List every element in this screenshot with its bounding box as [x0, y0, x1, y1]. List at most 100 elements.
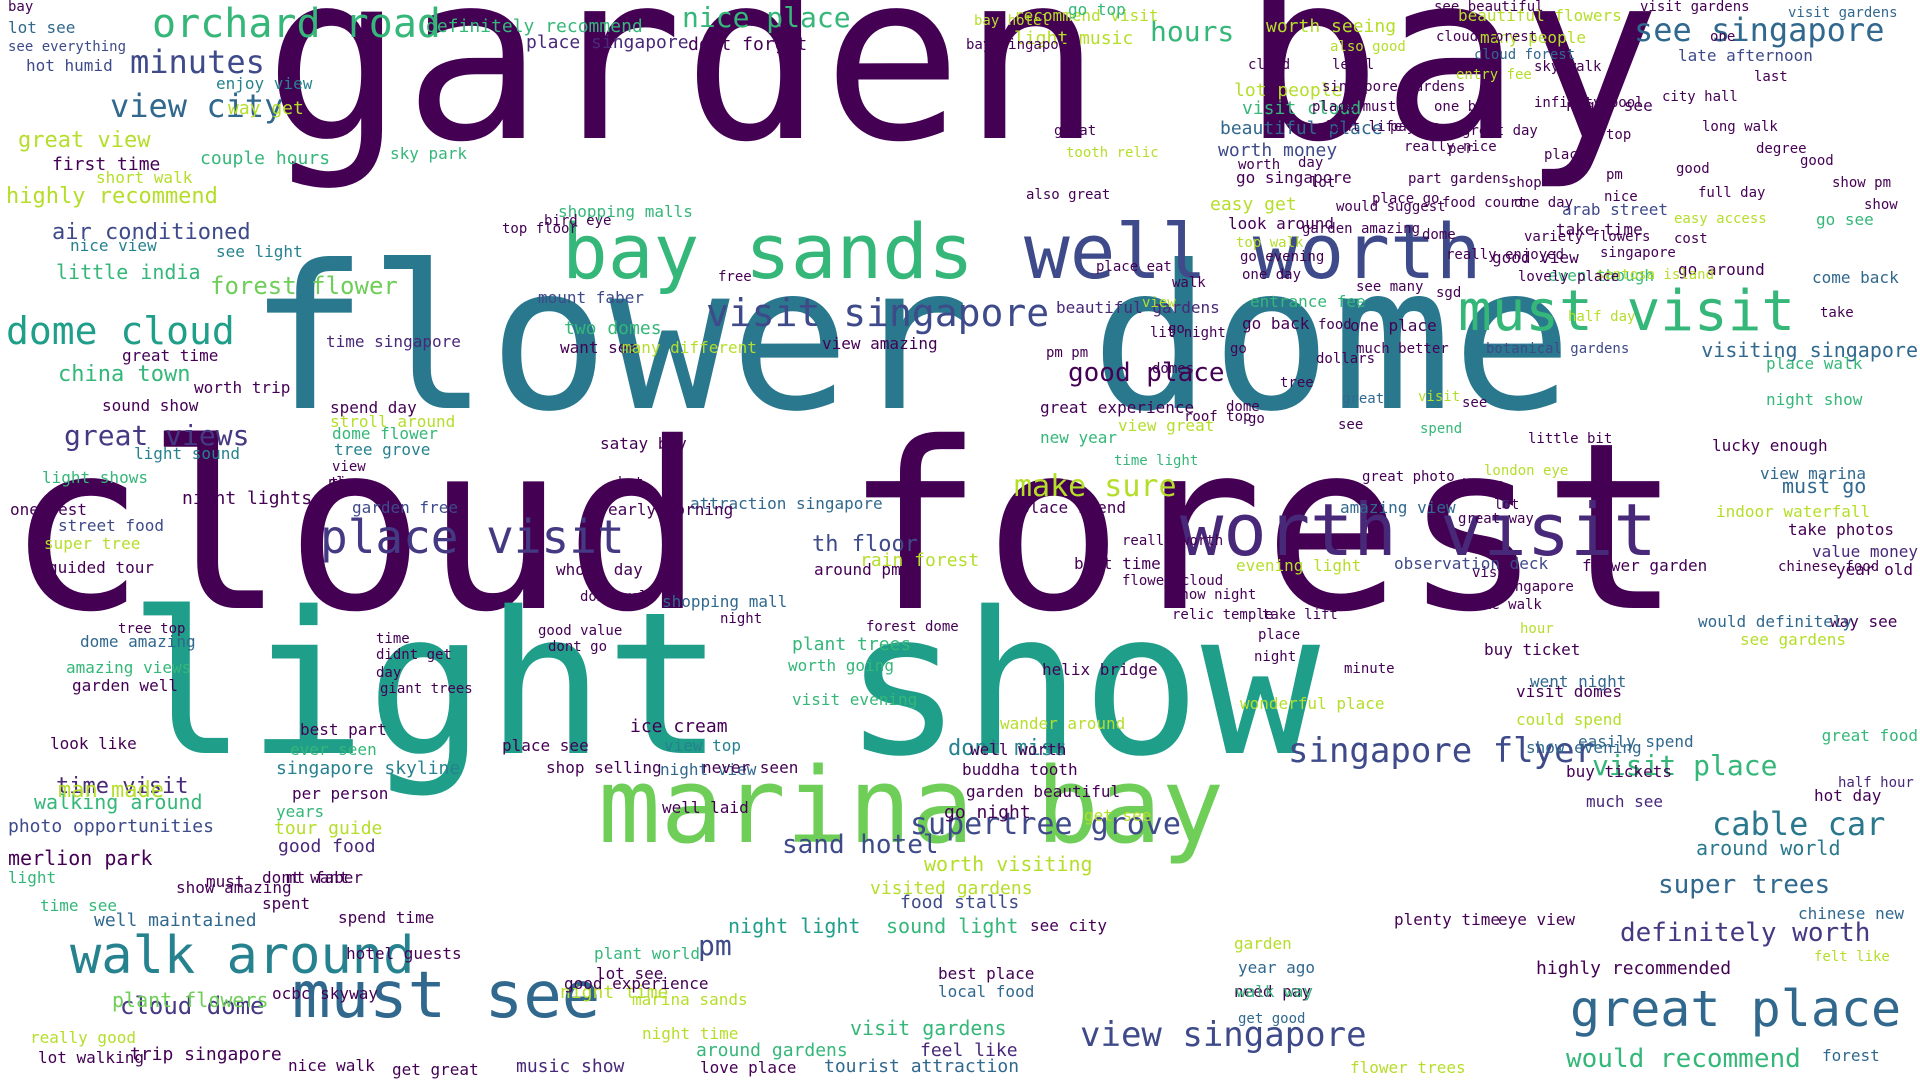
cloud-word: good food [278, 836, 376, 857]
cloud-word: hotel guests [346, 944, 462, 963]
cloud-word: well laid [662, 798, 749, 817]
cloud-word: hours [1462, 477, 1505, 493]
cloud-word: worth trip [194, 378, 291, 397]
cloud-word: sand hotel [782, 830, 939, 860]
cloud-word: spend [1420, 421, 1463, 437]
cloud-word: cloud dome [120, 992, 265, 1020]
cloud-word: see everything [8, 39, 127, 55]
cloud-word: lot walking [38, 1048, 144, 1067]
cloud-word: place see [502, 736, 589, 755]
cloud-word: also good [1330, 39, 1406, 55]
cloud-word: see singapore [1634, 11, 1885, 49]
cloud-word: night see [1566, 96, 1653, 115]
cloud-word: dont go [548, 639, 608, 655]
cloud-word: pm [698, 929, 732, 962]
cloud-word: time see [40, 896, 118, 915]
cloud-word: london eye [1484, 463, 1569, 479]
cloud-word: way get [228, 98, 304, 119]
cloud-word: beautiful place [1220, 118, 1383, 139]
cloud-word: around gardens [696, 1040, 848, 1061]
cloud-word: dome flower [332, 424, 438, 443]
cloud-word: nice walk [288, 1056, 375, 1075]
cloud-word: see light [216, 242, 303, 261]
cloud-word: visit gardens [1788, 5, 1898, 21]
cloud-word: nice [1604, 189, 1638, 205]
cloud-word: night [720, 611, 763, 627]
cloud-word: roof top [1184, 409, 1252, 425]
cloud-word: minute [1344, 661, 1395, 677]
cloud-word: highly recommend [6, 184, 218, 209]
cloud-word: one best [10, 500, 88, 519]
cloud-word: variety flowers [1524, 229, 1651, 245]
cloud-word: go night [944, 802, 1031, 823]
cloud-word: ocbc skyway [272, 984, 378, 1003]
cloud-word: even though [1548, 266, 1654, 285]
cloud-word: cloud forest [1436, 29, 1538, 45]
cloud-word: hot day [1814, 786, 1882, 805]
cloud-word: view singapore [1080, 1015, 1367, 1055]
cloud-word: good value [538, 623, 623, 639]
cloud-word: couple hours [200, 148, 331, 169]
cloud-word: show pm [1832, 175, 1892, 191]
cloud-word: night light [728, 914, 861, 938]
cloud-word: worth money [1218, 140, 1338, 161]
cloud-word: well worth [970, 740, 1067, 759]
cloud-word: great views [64, 419, 250, 452]
cloud-word: trip singapore [130, 1044, 282, 1065]
cloud-word: shop [1508, 175, 1542, 191]
cloud-word: take walk [1466, 597, 1542, 613]
cloud-word: music show [516, 1056, 625, 1077]
cloud-word: value money [1812, 542, 1918, 561]
cloud-word: recommend visit [1014, 6, 1159, 25]
cloud-word: mt faber [286, 868, 364, 887]
cloud-word: domes [1152, 361, 1195, 377]
cloud-word: visit gardens [850, 1016, 1007, 1040]
cloud-word: many different [622, 338, 757, 357]
cloud-word: tour guide [274, 818, 383, 839]
cloud-word: hot [618, 475, 644, 491]
cloud-word: visit cloud [1242, 98, 1362, 119]
cloud-word: garden bay [264, 0, 1661, 193]
cloud-word: bay singapore [966, 37, 1076, 53]
cloud-word: show amazing [176, 878, 292, 897]
cloud-word: two domes [564, 318, 662, 339]
cloud-word: satay bay [600, 434, 687, 453]
cloud-word: go [1230, 341, 1247, 357]
cloud-word: amazing view [1340, 498, 1456, 517]
cloud-word: per [1448, 141, 1474, 157]
cloud-word: food [1318, 317, 1352, 333]
cloud-word: year ago [1238, 958, 1316, 977]
cloud-word: night lights [182, 488, 313, 509]
cloud-word: tree top [118, 621, 186, 637]
cloud-word: bird eye [544, 213, 612, 229]
cloud-word: visiting singapore [1701, 338, 1918, 362]
cloud-word: little india [56, 260, 201, 284]
cloud-word: guided tour [48, 558, 154, 577]
cloud-word: plant flowers [112, 988, 269, 1012]
cloud-word: dome [1226, 399, 1260, 415]
cloud-word: worth visiting [924, 852, 1093, 876]
cloud-word: night time [560, 982, 669, 1003]
cloud-word: look around [1228, 214, 1334, 233]
cloud-word: cable car [1712, 805, 1886, 843]
cloud-word: sound light [886, 914, 1019, 938]
cloud-word: plant life [1318, 119, 1403, 135]
cloud-word: photo opportunities [8, 816, 214, 837]
cloud-word: place eat [1096, 259, 1172, 275]
cloud-word: garden amazing [1302, 221, 1421, 237]
cloud-word: food stalls [900, 892, 1020, 913]
cloud-word: really good [30, 1028, 136, 1047]
cloud-word: pay go [1390, 119, 1441, 135]
cloud-word: minutes [130, 43, 265, 81]
cloud-word: go see [1816, 210, 1874, 229]
cloud-word: new year [1040, 428, 1118, 447]
cloud-word: light show [128, 569, 1321, 800]
cloud-word: food court [1442, 195, 1527, 211]
cloud-word: great [1342, 391, 1385, 407]
cloud-word: one day [1242, 267, 1302, 283]
cloud-word: place spend [1020, 498, 1126, 517]
cloud-word: local food [938, 982, 1035, 1001]
cloud-word: long walk [1702, 119, 1778, 135]
cloud-word: tourist attraction [824, 1056, 1020, 1077]
